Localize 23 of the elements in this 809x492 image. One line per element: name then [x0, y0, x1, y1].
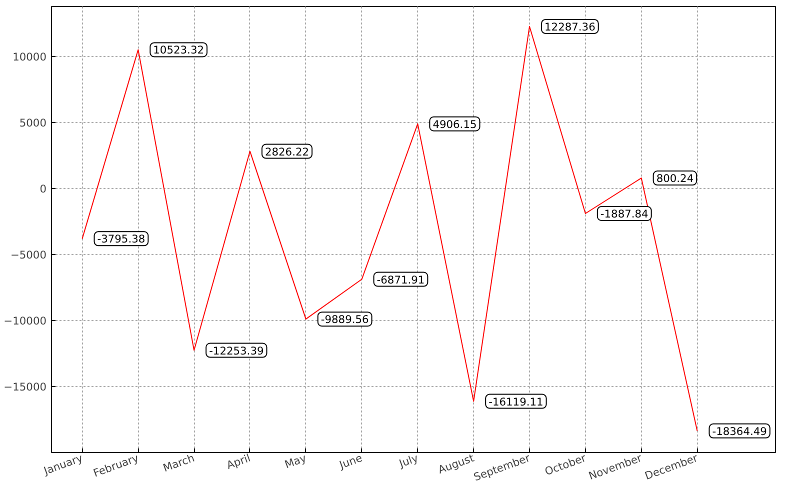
data-label: 800.24	[656, 172, 694, 186]
x-tick-label: May	[282, 451, 308, 472]
data-label: -12253.39	[209, 344, 264, 358]
data-label: -3795.38	[97, 232, 146, 246]
data-label: -1887.84	[600, 208, 649, 221]
data-label: -18364.49	[712, 424, 768, 438]
data-label: -9889.56	[320, 313, 370, 326]
data-label: -16119.11	[488, 395, 544, 408]
data-label: -6871.91	[376, 273, 425, 286]
x-tick-label: March	[161, 451, 196, 475]
data-label: 2826.22	[264, 145, 310, 158]
y-tick-label: 5000	[19, 116, 47, 130]
x-tick-label: June	[336, 451, 364, 472]
y-tick-label: 0	[40, 182, 47, 196]
y-tick-label: −5000	[10, 248, 47, 262]
x-tick-label: July	[396, 451, 420, 471]
data-label: 12287.36	[544, 20, 596, 34]
data-label: 4906.15	[432, 118, 477, 131]
y-tick-label: −15000	[4, 380, 47, 394]
y-tick-label: −10000	[4, 314, 47, 328]
data-label: 10523.32	[153, 44, 204, 57]
x-tick-label: April	[224, 451, 252, 472]
y-tick-label: 10000	[12, 50, 47, 64]
